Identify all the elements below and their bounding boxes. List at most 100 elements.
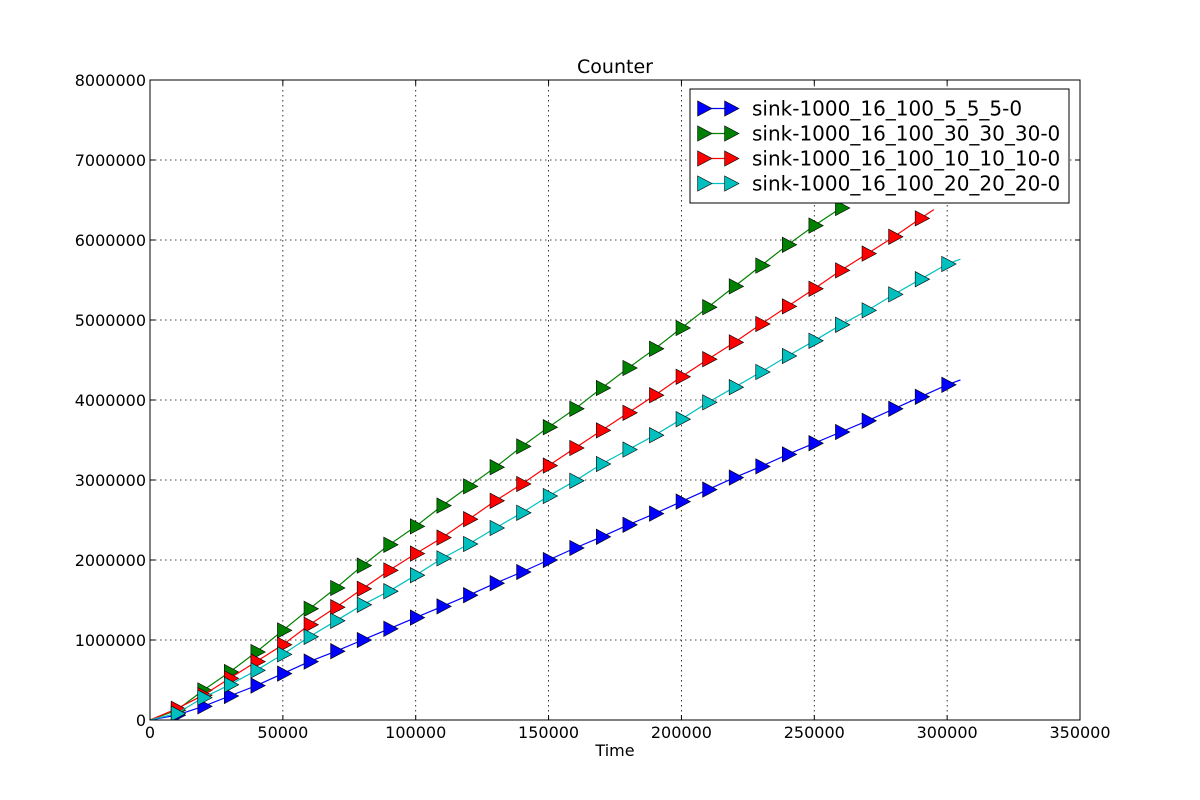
data-point-marker	[463, 478, 479, 495]
data-point-marker	[250, 677, 266, 694]
data-point-marker	[436, 497, 452, 514]
data-point-marker	[888, 286, 904, 303]
data-point-marker	[649, 340, 665, 357]
legend-label: sink-1000_16_100_30_30_30-0	[752, 122, 1060, 146]
data-point-marker	[436, 550, 452, 567]
data-point-marker	[728, 278, 745, 295]
axis-ticks: 0 50000 100000 150000 200000 250000 300000 3500…	[75, 71, 1111, 742]
y-tick-label: 2000000	[75, 551, 146, 570]
legend-marker	[697, 150, 713, 167]
data-point-marker	[542, 487, 559, 505]
data-point-marker	[702, 481, 718, 498]
data-point-marker	[489, 459, 506, 476]
data-point-marker	[914, 388, 931, 405]
legend-label: sink-1000_16_100_10_10_10-0	[752, 147, 1060, 171]
data-point-marker	[330, 643, 346, 660]
data-point-marker	[224, 676, 240, 693]
data-point-marker	[596, 422, 612, 439]
chart-title: Counter	[577, 56, 653, 78]
legend-marker	[724, 150, 740, 167]
data-point-marker	[303, 616, 320, 633]
x-tick-label: 200000	[651, 723, 712, 742]
data-point-marker	[463, 587, 479, 604]
data-point-marker	[702, 299, 718, 316]
data-point-marker	[808, 217, 824, 234]
data-point-marker	[277, 622, 293, 639]
data-point-marker	[410, 567, 426, 584]
data-point-marker	[410, 518, 426, 535]
data-point-marker	[303, 628, 320, 645]
data-point-marker	[861, 412, 878, 429]
x-tick-label: 100000	[385, 723, 446, 742]
data-point-marker	[782, 347, 798, 365]
data-point-marker	[755, 315, 771, 333]
data-point-marker	[808, 280, 824, 297]
data-point-marker	[489, 492, 506, 509]
data-point-marker	[277, 646, 293, 663]
y-tick-label: 8000000	[75, 71, 146, 90]
data-point-marker	[356, 596, 373, 613]
data-point-marker	[596, 455, 612, 473]
x-tick-label: 250000	[784, 723, 845, 742]
data-point-marker	[542, 419, 559, 436]
legend-item: sink-1000_16_100_30_30_30-0	[697, 122, 1060, 146]
data-point-marker	[649, 427, 665, 444]
data-point-marker	[675, 319, 692, 337]
data-point-marker	[728, 469, 745, 486]
data-point-marker	[914, 210, 931, 227]
data-point-marker	[782, 298, 798, 315]
data-point-marker	[835, 199, 851, 217]
y-tick-label: 1000000	[75, 631, 146, 650]
x-tick-label: 50000	[257, 723, 308, 742]
legend-marker	[724, 175, 740, 192]
series-1	[150, 376, 961, 720]
data-point-marker	[463, 535, 479, 553]
x-tick-label: 350000	[1049, 723, 1110, 742]
legend-marker	[697, 125, 713, 142]
data-point-marker	[516, 438, 532, 455]
y-tick-label: 5000000	[75, 311, 146, 330]
data-point-marker	[835, 262, 851, 279]
data-point-marker	[170, 705, 187, 720]
data-point-marker	[277, 665, 293, 682]
data-point-marker	[835, 423, 851, 441]
x-tick-label: 150000	[518, 723, 579, 742]
data-point-marker	[622, 441, 638, 458]
legend-label: sink-1000_16_100_5_5_5-0	[752, 97, 1022, 121]
legend-box	[689, 88, 1070, 204]
legend: sink-1000_16_100_5_5_5-0sink-1000_16_100…	[689, 88, 1070, 204]
data-point-marker	[383, 536, 399, 553]
legend-marker	[697, 175, 713, 192]
y-tick-label: 7000000	[75, 151, 146, 170]
data-point-marker	[649, 505, 665, 522]
legend-marker	[697, 100, 713, 117]
data-point-marker	[436, 529, 452, 546]
x-tick-label: 300000	[917, 723, 978, 742]
data-point-marker	[542, 457, 559, 474]
legend-marker	[724, 125, 740, 142]
data-point-marker	[728, 379, 745, 396]
data-point-marker	[888, 228, 904, 245]
y-tick-label: 3000000	[75, 471, 146, 490]
data-point-marker	[516, 504, 532, 521]
data-point-marker	[808, 332, 824, 349]
legend-item: sink-1000_16_100_10_10_10-0	[697, 147, 1060, 171]
data-point-marker	[197, 689, 213, 706]
data-point-marker	[861, 245, 878, 262]
data-point-marker	[622, 404, 638, 421]
data-point-marker	[728, 334, 745, 351]
data-point-marker	[303, 600, 320, 617]
data-point-marker	[330, 599, 346, 616]
data-point-marker	[356, 557, 373, 574]
x-axis-label: Time	[594, 741, 634, 760]
data-point-marker	[755, 363, 771, 381]
data-point-marker	[808, 435, 824, 452]
grid	[150, 80, 1080, 720]
data-point-marker	[516, 563, 532, 581]
x-tick-label: 0	[145, 723, 155, 742]
data-point-marker	[622, 516, 638, 533]
data-point-marker	[782, 236, 798, 253]
data-point-marker	[675, 411, 692, 428]
data-point-marker	[675, 493, 692, 510]
data-point-marker	[542, 551, 559, 569]
